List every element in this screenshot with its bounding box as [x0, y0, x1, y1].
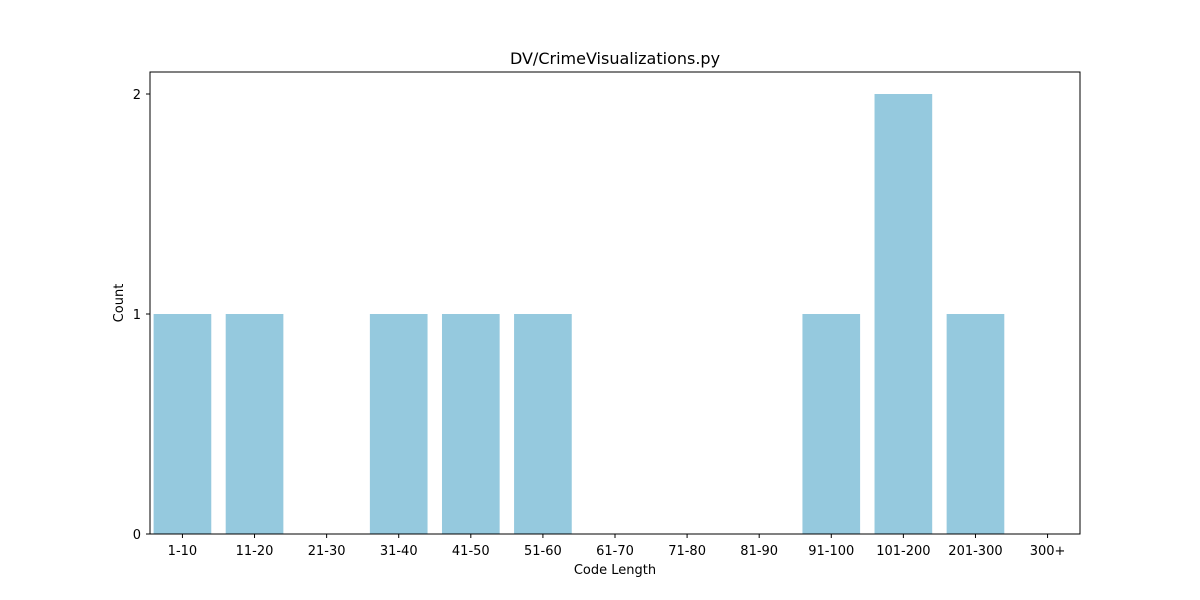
x-tick-label: 41-50	[452, 544, 490, 559]
bar-51-60	[514, 314, 572, 534]
bars-group	[153, 94, 1005, 534]
y-axis-ticks: 0 1 2	[133, 88, 150, 543]
y-tick-label: 1	[133, 308, 141, 323]
x-axis-ticks: 1-10 11-20 21-30 31-40 41-50 51-60 61-70 71-80 8…	[168, 534, 1066, 559]
bar-101-200	[874, 94, 933, 534]
bar-91-100	[802, 314, 861, 534]
x-tick-label: 71-80	[668, 544, 706, 559]
bar-1-10	[153, 314, 212, 534]
x-tick-label: 11-20	[236, 544, 274, 559]
bar-11-20	[225, 314, 284, 534]
y-tick-label: 2	[133, 88, 141, 103]
bar-41-50	[441, 314, 500, 534]
x-tick-label: 201-300	[948, 544, 1002, 559]
x-tick-label: 21-30	[308, 544, 346, 559]
x-tick-label: 51-60	[524, 544, 562, 559]
x-axis-label: Code Length	[574, 563, 656, 578]
x-tick-label: 31-40	[380, 544, 418, 559]
x-tick-label: 300+	[1030, 544, 1066, 559]
y-tick-label: 0	[133, 528, 141, 543]
bar-201-300	[946, 314, 1005, 534]
bar-31-40	[369, 314, 428, 534]
x-tick-label: 101-200	[876, 544, 930, 559]
x-tick-label: 81-90	[740, 544, 778, 559]
plot-frame	[149, 71, 1081, 535]
x-tick-label: 91-100	[808, 544, 854, 559]
x-tick-label: 1-10	[168, 544, 198, 559]
y-axis-label: Count	[112, 284, 127, 323]
chart-title: DV/CrimeVisualizations.py	[510, 49, 720, 68]
x-tick-label: 61-70	[596, 544, 634, 559]
